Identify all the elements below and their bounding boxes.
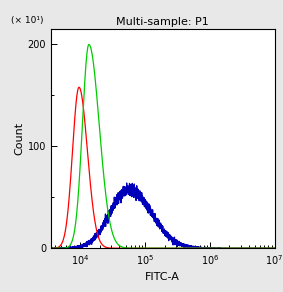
Y-axis label: Count: Count bbox=[15, 122, 25, 155]
X-axis label: FITC-A: FITC-A bbox=[145, 272, 180, 282]
Text: (× 10¹): (× 10¹) bbox=[11, 16, 43, 25]
Title: Multi-sample: P1: Multi-sample: P1 bbox=[116, 17, 209, 27]
